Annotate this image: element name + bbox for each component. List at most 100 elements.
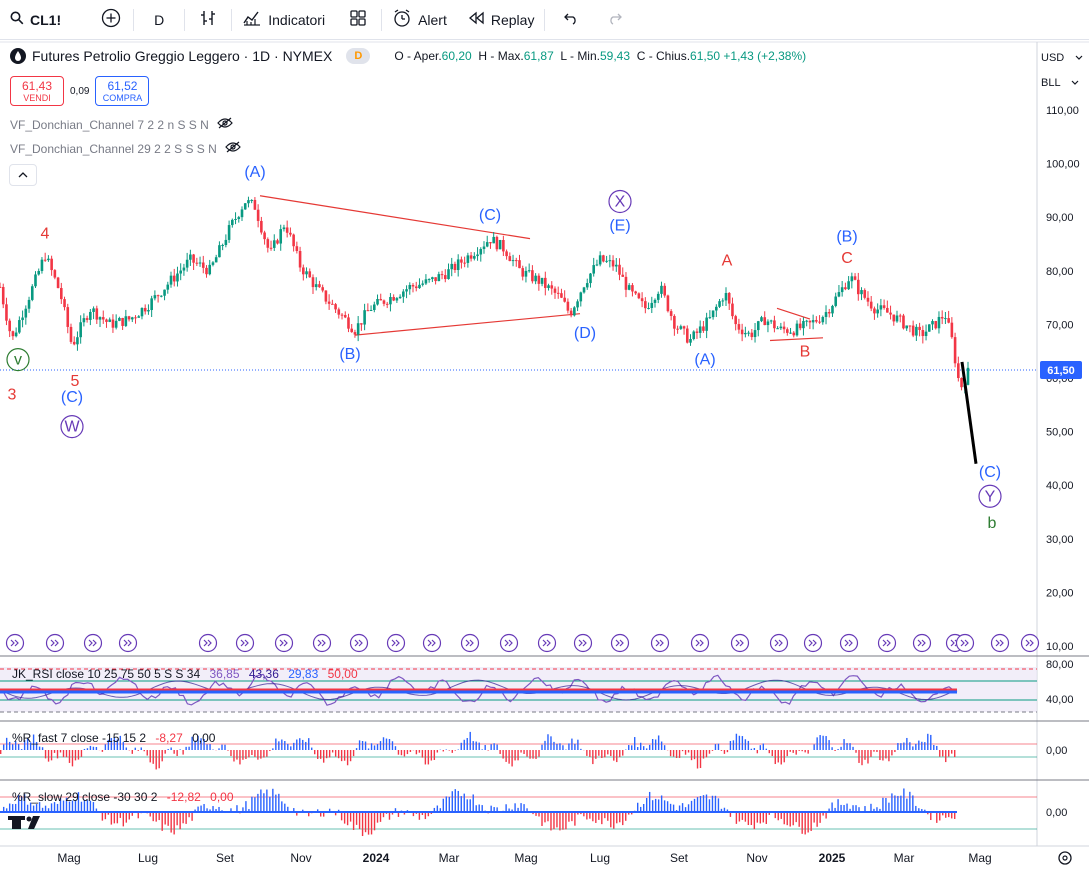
candle-body xyxy=(724,292,728,301)
histogram-bar xyxy=(532,812,534,815)
candle-body xyxy=(786,329,789,333)
candle-body xyxy=(947,318,950,323)
delayed-badge[interactable]: D xyxy=(346,48,371,64)
event-marker-arrow xyxy=(778,639,783,647)
event-marker-icon[interactable] xyxy=(274,633,294,653)
histogram-bar xyxy=(68,801,71,812)
candle-body xyxy=(531,270,534,282)
histogram-bar xyxy=(514,750,516,761)
collapse-legend-button[interactable] xyxy=(9,164,37,186)
histogram-bar xyxy=(469,799,471,812)
candle-body xyxy=(60,288,63,300)
wr-fast-pane[interactable]: 0,00 %R_fast 7 close -15 15 2 -8,27 0,00 xyxy=(0,731,1067,770)
histogram-bar xyxy=(568,812,570,822)
histogram-bar xyxy=(720,750,723,751)
currency-selector[interactable]: USD xyxy=(1041,52,1083,64)
indicators-button[interactable]: Indicatori xyxy=(232,0,335,40)
event-marker-icon[interactable] xyxy=(839,633,859,653)
event-marker-icon[interactable] xyxy=(955,633,975,653)
rsi-pane[interactable]: 80,00 40,00 JK_RSI close 10 25 75 50 5 S… xyxy=(0,659,1074,713)
buy-button[interactable]: 61,52 COMPRA xyxy=(95,76,150,106)
event-marker-icon[interactable] xyxy=(690,633,710,653)
chart-title[interactable]: Futures Petrolio Greggio Leggero · 1D · … xyxy=(32,48,333,64)
histogram-bar xyxy=(373,745,376,750)
event-marker-icon[interactable] xyxy=(312,633,332,653)
event-marker-icon[interactable] xyxy=(118,633,138,653)
event-marker-icon[interactable] xyxy=(803,633,823,653)
histogram-bar xyxy=(897,795,899,812)
undo-button[interactable] xyxy=(545,0,595,40)
event-marker-icon[interactable] xyxy=(235,633,255,653)
settings-button[interactable] xyxy=(1058,851,1072,865)
event-marker-icon[interactable] xyxy=(877,633,897,653)
histogram-bar xyxy=(681,803,684,812)
candle-body xyxy=(30,286,34,300)
time-axis[interactable]: Mag Lug Set Nov 2024 Mar Mag Lug Set Nov 2025 Mar Ma… xyxy=(57,851,991,865)
candle-body xyxy=(966,367,970,385)
compare-button[interactable] xyxy=(71,0,133,40)
histogram-bar xyxy=(481,805,483,812)
histogram-bar xyxy=(65,750,68,758)
event-marker-arrow xyxy=(999,639,1004,647)
event-marker-icon[interactable] xyxy=(386,633,406,653)
eye-off-icon[interactable] xyxy=(216,117,233,132)
event-marker-icon[interactable] xyxy=(730,633,750,653)
indicator-donchian-slow[interactable]: VF_Donchian_Channel 29 2 2 S S S N xyxy=(10,141,241,156)
histogram-bar xyxy=(296,812,298,816)
histogram-bar xyxy=(876,807,878,812)
histogram-bar xyxy=(735,733,738,750)
unit-selector[interactable]: BLL xyxy=(1041,77,1079,89)
candle-body xyxy=(744,332,747,335)
event-marker-arrow xyxy=(465,639,470,647)
event-marker-icon[interactable] xyxy=(990,633,1010,653)
event-marker-icon[interactable] xyxy=(198,633,218,653)
event-marker-icon[interactable] xyxy=(499,633,519,653)
event-marker-icon[interactable] xyxy=(573,633,593,653)
event-marker-icon[interactable] xyxy=(83,633,103,653)
histogram-bar xyxy=(14,803,17,812)
histogram-bar xyxy=(750,748,753,750)
histogram-bar xyxy=(717,798,720,812)
interval-button[interactable]: D xyxy=(134,0,184,40)
histogram-bar xyxy=(508,750,510,764)
chart-type-button[interactable] xyxy=(185,0,231,40)
event-marker-icon[interactable] xyxy=(912,633,932,653)
event-marker-icon[interactable] xyxy=(650,633,670,653)
tradingview-logo[interactable] xyxy=(8,816,40,829)
candle-body xyxy=(563,297,566,302)
histogram-bar xyxy=(586,750,588,756)
wave-label: b xyxy=(988,515,997,532)
event-marker-icon[interactable] xyxy=(460,633,480,653)
price-axis[interactable]: 110,00100,0090,0080,0070,0060,0050,0040,… xyxy=(1046,105,1080,653)
event-marker-icon[interactable] xyxy=(349,633,369,653)
wr-slow-pane[interactable]: 0,00 %R_slow 29 close -30 30 2 -12,82 0,… xyxy=(0,788,1067,837)
alert-button[interactable]: Alert xyxy=(382,0,457,40)
wave-label-circle xyxy=(978,484,1002,508)
replay-button[interactable]: Replay xyxy=(457,0,545,40)
histogram-bar xyxy=(747,812,750,826)
candle-body xyxy=(940,316,944,319)
sell-button[interactable]: 61,43 VENDI xyxy=(10,76,64,106)
event-marker-icon[interactable] xyxy=(5,633,25,653)
indicator-donchian-fast[interactable]: VF_Donchian_Channel 7 2 2 n S S N xyxy=(10,117,233,132)
histogram-bar xyxy=(849,743,851,750)
candle-body xyxy=(130,317,134,320)
candle-body xyxy=(163,289,166,296)
redo-button[interactable] xyxy=(595,0,635,40)
event-marker-icon[interactable] xyxy=(422,633,442,653)
histogram-bar xyxy=(421,812,424,815)
eye-off-icon[interactable] xyxy=(224,141,241,156)
histogram-bar xyxy=(604,750,606,758)
event-marker-icon[interactable] xyxy=(610,633,630,653)
event-marker-icon[interactable] xyxy=(45,633,65,653)
event-marker-icon[interactable] xyxy=(769,633,789,653)
symbol-search[interactable]: CL1! xyxy=(0,0,71,40)
event-marker-arrow xyxy=(695,639,700,647)
event-marker-icon[interactable] xyxy=(1020,633,1040,653)
candle-body xyxy=(682,326,686,329)
histogram-bar xyxy=(80,801,83,812)
candle-body xyxy=(818,321,821,323)
event-marker-icon[interactable] xyxy=(537,633,557,653)
price-chart[interactable]: 110,00100,0090,0080,0070,0060,0050,0040,… xyxy=(0,40,1089,870)
layout-templates-button[interactable] xyxy=(335,0,381,40)
